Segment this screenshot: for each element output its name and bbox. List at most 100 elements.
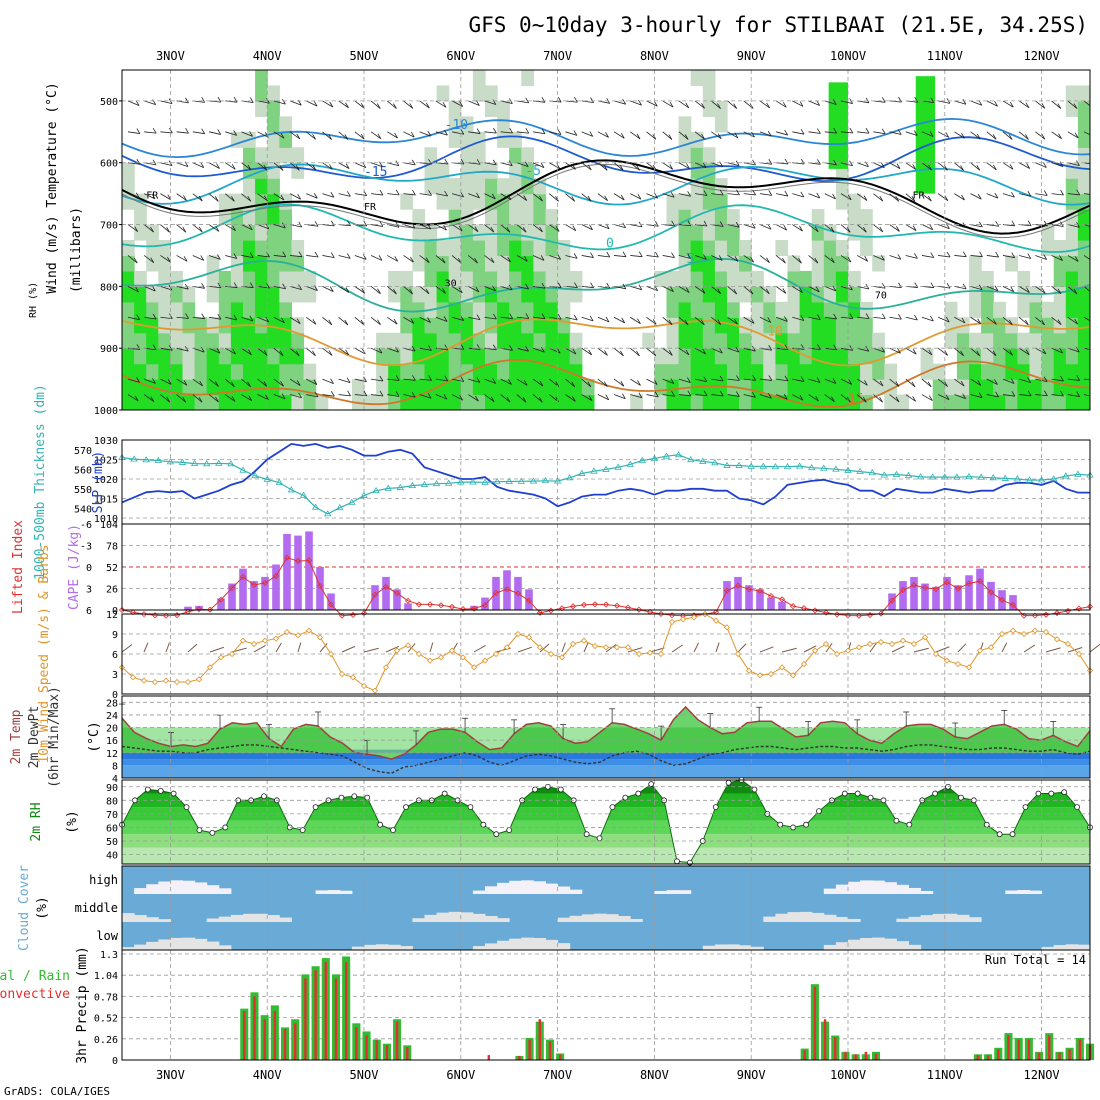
upper-wind-barb-flag bbox=[976, 133, 981, 140]
upper-wind-barb bbox=[727, 316, 738, 325]
rh-shade-cell bbox=[509, 147, 522, 164]
rh-shade-cell bbox=[400, 379, 413, 396]
rh-shade-cell bbox=[702, 270, 716, 287]
upper-wind-barb bbox=[549, 193, 559, 202]
rh-marker bbox=[312, 804, 319, 810]
upper-wind-barb bbox=[241, 193, 252, 202]
upper-wind-barb-flag bbox=[881, 313, 886, 319]
thickness-marker bbox=[565, 474, 574, 481]
upper-wind-barb bbox=[808, 394, 819, 402]
precip-convective-bar bbox=[253, 996, 256, 1060]
rh-shade-cell bbox=[509, 240, 522, 257]
upper-wind-barb-flag bbox=[863, 227, 867, 233]
upper-wind-barb-flag bbox=[1011, 390, 1016, 397]
surface-wind-barb bbox=[759, 646, 774, 653]
cloud-cell bbox=[557, 943, 571, 950]
rh-shade-cell bbox=[243, 255, 256, 272]
cloud-cell bbox=[848, 939, 861, 950]
upper-wind-barb bbox=[824, 394, 835, 403]
rh-shade-cell bbox=[255, 379, 268, 396]
upper-wind-barb bbox=[354, 131, 365, 140]
upper-wind-barb bbox=[727, 100, 737, 109]
wind-speed-marker bbox=[1031, 627, 1039, 634]
upper-wind-barb-flag bbox=[411, 159, 416, 166]
upper-wind-barb bbox=[678, 378, 691, 383]
cloud-cell bbox=[654, 890, 667, 894]
rh-shade-cell bbox=[182, 301, 196, 318]
upper-wind-barb bbox=[889, 224, 900, 232]
top-date-label: 3NOV bbox=[156, 49, 185, 63]
upper-wind-barb-flag bbox=[233, 130, 238, 136]
upper-wind-barb-flag bbox=[1025, 349, 1030, 355]
rh-shade-cell bbox=[424, 317, 438, 334]
rh-shade-cell bbox=[388, 363, 401, 380]
upper-wind-barb-flag bbox=[898, 314, 902, 320]
upper-wind-barb bbox=[370, 286, 381, 295]
cloud-cell bbox=[448, 911, 462, 922]
rh-shade-cell bbox=[751, 394, 764, 410]
wind-tick-label: 9 bbox=[112, 630, 118, 641]
precip-convective-bar bbox=[803, 1050, 806, 1060]
upper-wind-barb-flag bbox=[637, 193, 642, 200]
upper-wind-barb bbox=[646, 131, 657, 140]
cloud-cell bbox=[194, 938, 208, 950]
upper-wind-barb-flag bbox=[590, 252, 594, 258]
upper-wind-barb bbox=[403, 100, 414, 109]
upper-wind-barb-flag bbox=[328, 319, 333, 325]
upper-wind-barb bbox=[954, 162, 964, 171]
precip-convective-bar bbox=[375, 1040, 378, 1060]
rh-shade-cell bbox=[714, 394, 728, 410]
precip-convective-bar bbox=[1037, 1052, 1041, 1060]
wind-speed-marker bbox=[602, 644, 610, 651]
upper-wind-barb-flag bbox=[1089, 289, 1090, 290]
upper-wind-barb-flag bbox=[849, 284, 853, 291]
upper-wind-barb bbox=[856, 255, 868, 262]
upper-wind-barb-flag bbox=[767, 317, 772, 323]
cloud-cell bbox=[593, 913, 607, 922]
rh-shade-cell bbox=[666, 332, 680, 349]
rh-shade-cell bbox=[1041, 240, 1055, 257]
upper-wind-barb-flag bbox=[977, 193, 982, 200]
upper-wind-barb-flag bbox=[265, 394, 269, 400]
rh-shade-cell bbox=[1077, 85, 1090, 102]
upper-wind-barb bbox=[776, 378, 789, 382]
lifted-index-marker bbox=[987, 589, 995, 596]
rh-shade-cell bbox=[472, 255, 486, 272]
rh-shade-cell bbox=[787, 332, 801, 349]
upper-wind-barb-flag bbox=[898, 282, 902, 288]
upper-wind-barb-flag bbox=[476, 100, 480, 106]
thickness-marker bbox=[590, 467, 598, 474]
rh-shade-cell bbox=[485, 255, 498, 272]
upper-wind-barb bbox=[354, 394, 367, 397]
upper-wind-barb-flag bbox=[978, 284, 983, 290]
upper-wind-barb bbox=[727, 224, 740, 228]
upper-wind-barb bbox=[857, 162, 869, 168]
rh-shade-cell bbox=[509, 363, 522, 380]
rh-shade-cell bbox=[170, 270, 184, 287]
cape-tick-label: 104 bbox=[100, 520, 118, 531]
cloud-level-label: high bbox=[89, 873, 118, 887]
rh-shade-cell bbox=[182, 332, 196, 349]
upper-wind-barb bbox=[305, 347, 316, 357]
rh-marker bbox=[1048, 790, 1055, 797]
cloud-cell bbox=[751, 946, 764, 950]
rh-shade-cell bbox=[291, 147, 305, 164]
precip-convective-bar bbox=[1048, 1035, 1051, 1060]
rh-shade-cell bbox=[702, 224, 716, 241]
upper-wind-barb-flag bbox=[490, 257, 495, 263]
upper-wind-barb-flag bbox=[232, 225, 236, 231]
bottom-date-label: 5NOV bbox=[350, 1068, 379, 1082]
cloud-cell bbox=[472, 946, 486, 950]
rh-shade-cell bbox=[267, 162, 280, 179]
upper-wind-barb-flag bbox=[248, 395, 253, 401]
rh-shade-cell bbox=[969, 270, 982, 287]
rh-shade-cell bbox=[303, 394, 317, 410]
thickness-marker bbox=[348, 498, 356, 505]
upper-wind-barb bbox=[468, 100, 480, 106]
rh-shade-cell bbox=[666, 286, 680, 303]
slp-tick-label: 1015 bbox=[94, 495, 118, 506]
cloud-cell bbox=[606, 914, 619, 922]
upper-wind-barb bbox=[500, 193, 512, 201]
upper-wind-barb-flag bbox=[670, 378, 675, 384]
thickness-marker bbox=[916, 473, 925, 480]
